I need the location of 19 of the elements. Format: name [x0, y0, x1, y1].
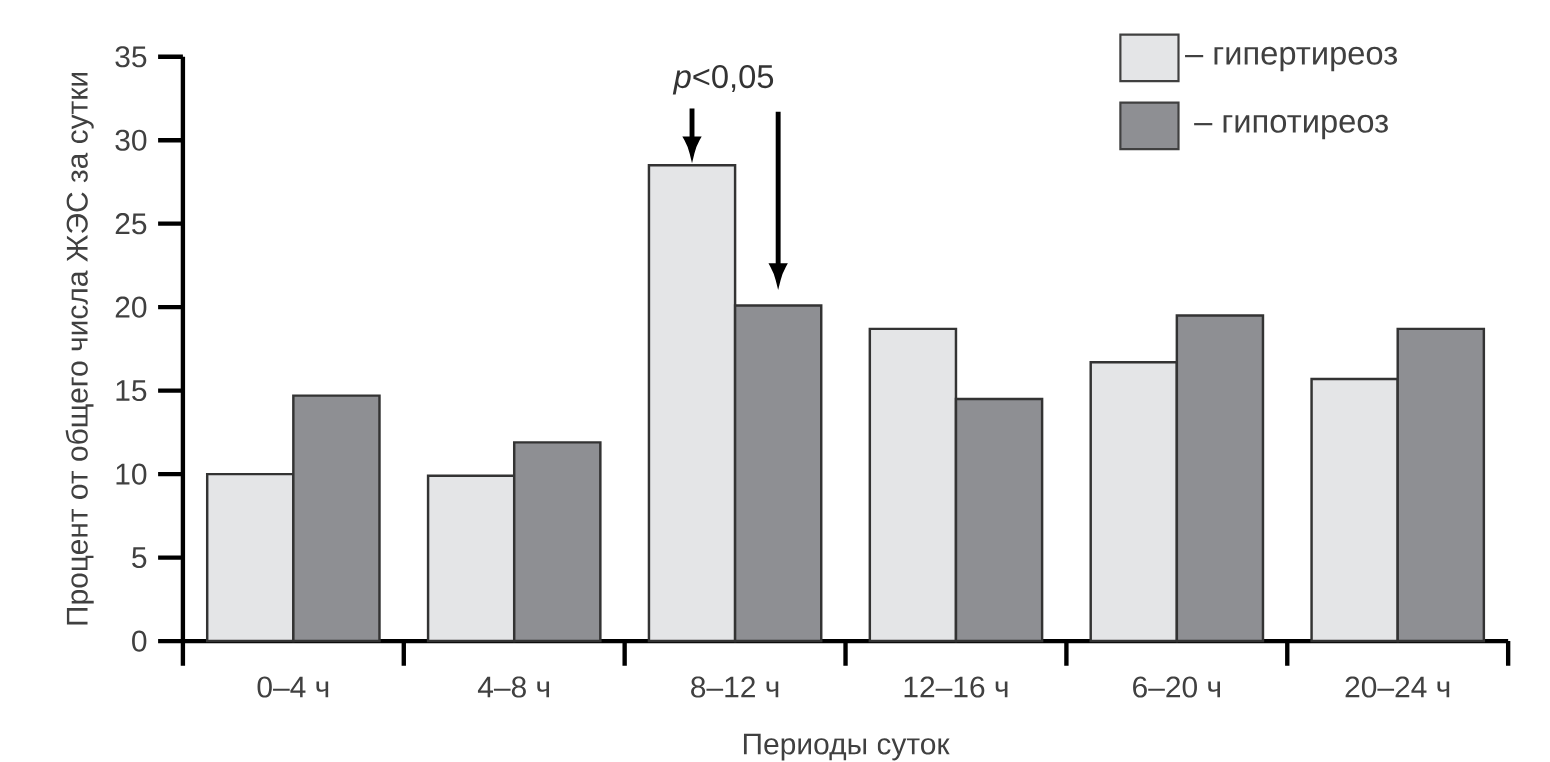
- y-tick-label: 20: [115, 296, 147, 318]
- legend-label: – гипертиреоз: [1185, 46, 1397, 72]
- x-axis-title: Периоды суток: [743, 733, 950, 761]
- y-tick-label: 5: [132, 547, 147, 569]
- x-tick-label: 4–8 ч: [477, 676, 550, 698]
- y-tick-label: 25: [115, 213, 147, 235]
- y-axis-title: Процент от общего числа ЖЭС за сутки: [65, 72, 94, 625]
- annotation: p<0,05: [672, 65, 774, 95]
- y-tick-label: 15: [116, 380, 147, 402]
- y-tick-label: 35: [115, 46, 147, 68]
- x-tick-label: 12–16 ч: [904, 676, 1008, 698]
- y-tick-label: 10: [116, 463, 147, 485]
- x-tick-label: 6–20 ч: [1133, 676, 1220, 698]
- x-tick-label: 0–4 ч: [257, 676, 329, 698]
- x-tick-label: 8–12 ч: [691, 676, 779, 698]
- x-tick-label: 20–24 ч: [1345, 676, 1450, 698]
- y-tick-label: 30: [115, 129, 147, 151]
- y-tick-label: 0: [132, 630, 147, 652]
- legend-label: – гипотиреоз: [1194, 114, 1388, 140]
